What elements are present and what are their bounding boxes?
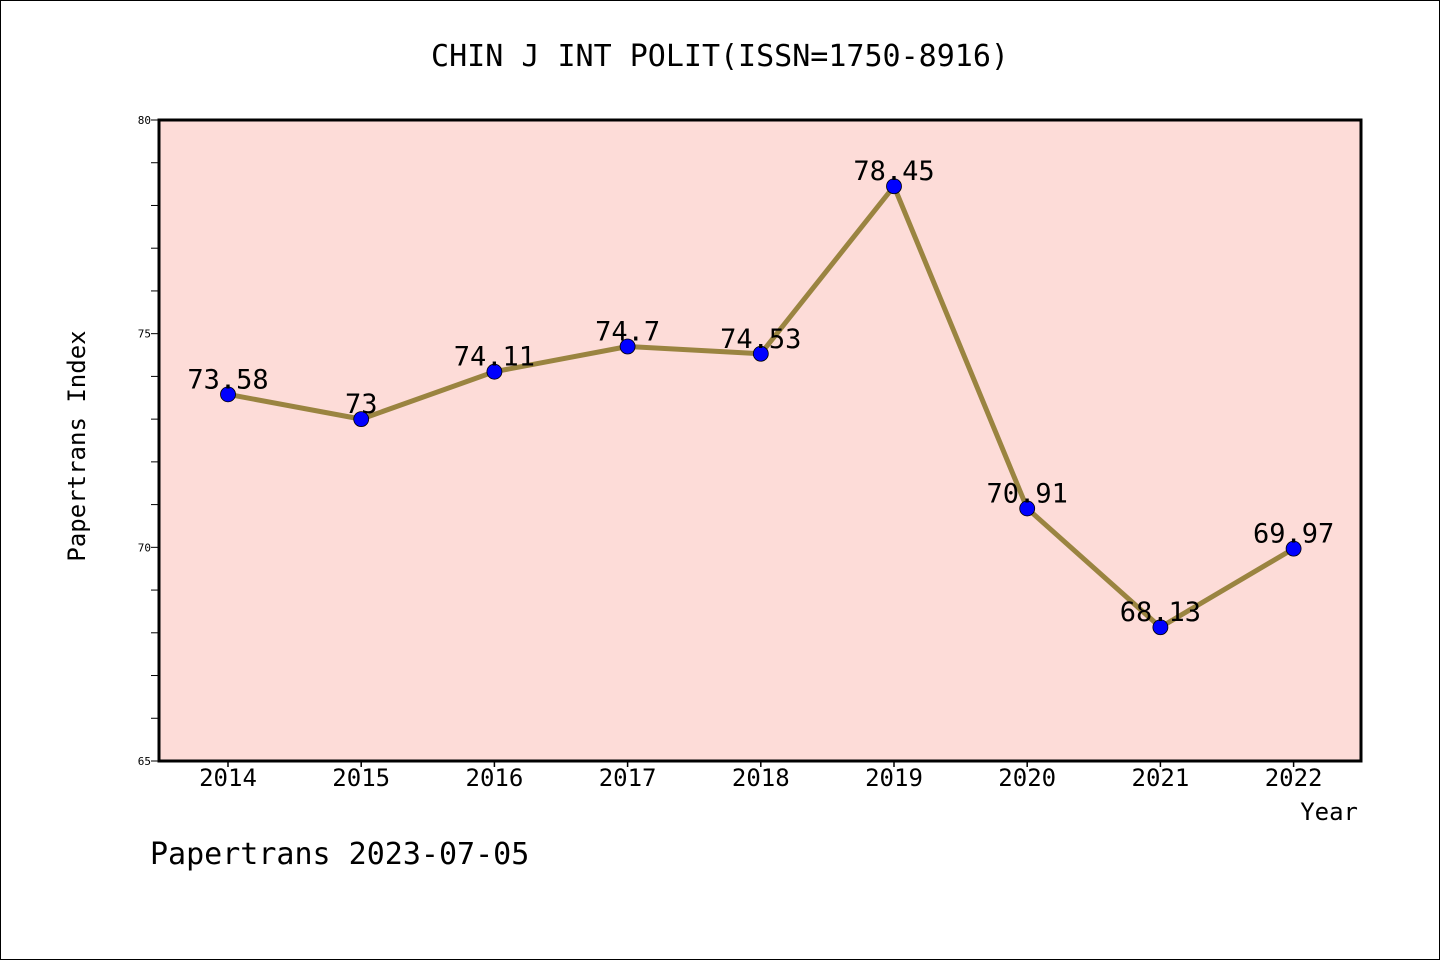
data-point-marker	[886, 178, 902, 195]
data-label: 74.11	[454, 342, 535, 373]
data-point-marker	[1152, 619, 1169, 636]
data-label: 78.45	[853, 156, 934, 187]
x-tick-label: 2016	[466, 764, 524, 792]
y-axis-label: Papertrans Index	[63, 330, 91, 561]
plot-frame	[157, 118, 1363, 763]
x-tick-label: 2019	[865, 764, 923, 792]
data-point-marker	[619, 338, 636, 355]
x-axis-label: Year	[1300, 798, 1358, 826]
chart-title: CHIN J INT POLIT(ISSN=1750-8916)	[431, 39, 1009, 74]
data-point-marker	[1285, 540, 1302, 557]
x-tick-label: 2022	[1265, 764, 1323, 792]
x-tick-label: 2017	[599, 764, 657, 792]
data-point-marker	[353, 411, 370, 428]
x-tick-label: 2020	[998, 764, 1056, 792]
x-ticks: 2014 2015 2016 2017 2018 2019 2020 2021 2022	[199, 760, 1322, 792]
data-point-marker	[1019, 500, 1036, 517]
data-label: 68.13	[1120, 597, 1201, 628]
x-tick-label: 2015	[332, 764, 390, 792]
x-tick-label: 2021	[1132, 764, 1190, 792]
marker-group	[220, 178, 1302, 636]
plot-area	[159, 120, 1361, 761]
y-tick-label: 75	[138, 328, 151, 341]
data-label: 73	[345, 389, 378, 420]
data-point-marker	[486, 363, 503, 380]
data-label: 69.97	[1253, 519, 1334, 550]
data-point-marker	[752, 345, 769, 362]
y-ticks: 65 70 75 80	[138, 114, 158, 768]
data-label: 74.7	[595, 316, 660, 347]
y-tick-label: 70	[138, 541, 151, 554]
y-tick-label: 65	[138, 755, 151, 768]
footer-text: Papertrans 2023-07-05	[150, 837, 529, 872]
data-point-marker	[220, 386, 236, 403]
x-tick-label: 2018	[732, 764, 790, 792]
data-label: 73.58	[187, 364, 268, 395]
x-tick-label: 2014	[199, 764, 257, 792]
y-tick-label: 80	[138, 114, 151, 127]
data-label-group: 73.58 73 74.11 74.7 74.53 78.45 70.91 68.13 69.9…	[187, 156, 1334, 628]
data-label: 70.91	[987, 478, 1068, 509]
data-label: 74.53	[720, 324, 801, 355]
